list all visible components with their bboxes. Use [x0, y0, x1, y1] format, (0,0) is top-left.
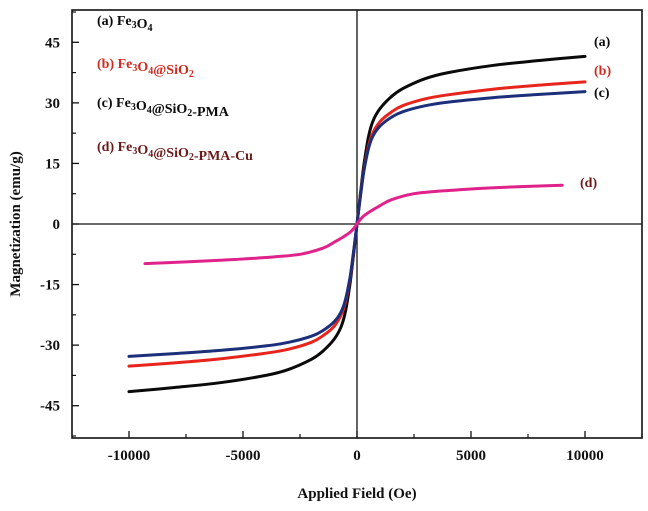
- curve-end-label-c: (c): [594, 86, 610, 101]
- y-tick-label: 0: [53, 217, 61, 233]
- legend-item-b: (b) Fe3O4@SiO2: [97, 57, 194, 80]
- series-line-d: [143, 183, 564, 266]
- y-tick-label: 30: [45, 96, 60, 112]
- axis-ticks: -10000 -5000 0 5000 10000 -45 -30 -15 0 15 30 45: [40, 11, 643, 464]
- y-axis-title: Magnetization (emu/g): [8, 151, 24, 296]
- curve-end-label-d: (d): [580, 176, 597, 191]
- x-axis-title: Applied Field (Oe): [297, 486, 416, 502]
- x-tick-label: 0: [353, 448, 361, 464]
- curve-end-labels: (a) (b) (c) (d): [580, 35, 611, 191]
- legend-item-d: (d) Fe3O4@SiO2-PMA-Cu: [97, 140, 253, 164]
- legend: (a) Fe3O4 (b) Fe3O4@SiO2 (c) Fe3O4@SiO2-PM…: [97, 14, 253, 164]
- curve-end-label-b: (b): [594, 64, 611, 79]
- y-tick-label: -45: [40, 399, 60, 415]
- x-tick-label: 10000: [566, 448, 604, 464]
- y-tick-label: -30: [40, 338, 60, 354]
- x-tick-label: 5000: [456, 448, 486, 464]
- curves: [127, 54, 587, 394]
- legend-item-c: (c) Fe3O4@SiO2-PMA: [97, 96, 230, 120]
- legend-item-a: (a) Fe3O4: [97, 14, 152, 34]
- y-tick-label: 45: [45, 35, 60, 51]
- curve-end-label-a: (a): [594, 35, 611, 50]
- y-tick-label: -15: [40, 278, 60, 294]
- y-tick-label: 15: [45, 156, 60, 172]
- x-tick-label: -5000: [226, 448, 261, 464]
- x-tick-label: -10000: [108, 448, 151, 464]
